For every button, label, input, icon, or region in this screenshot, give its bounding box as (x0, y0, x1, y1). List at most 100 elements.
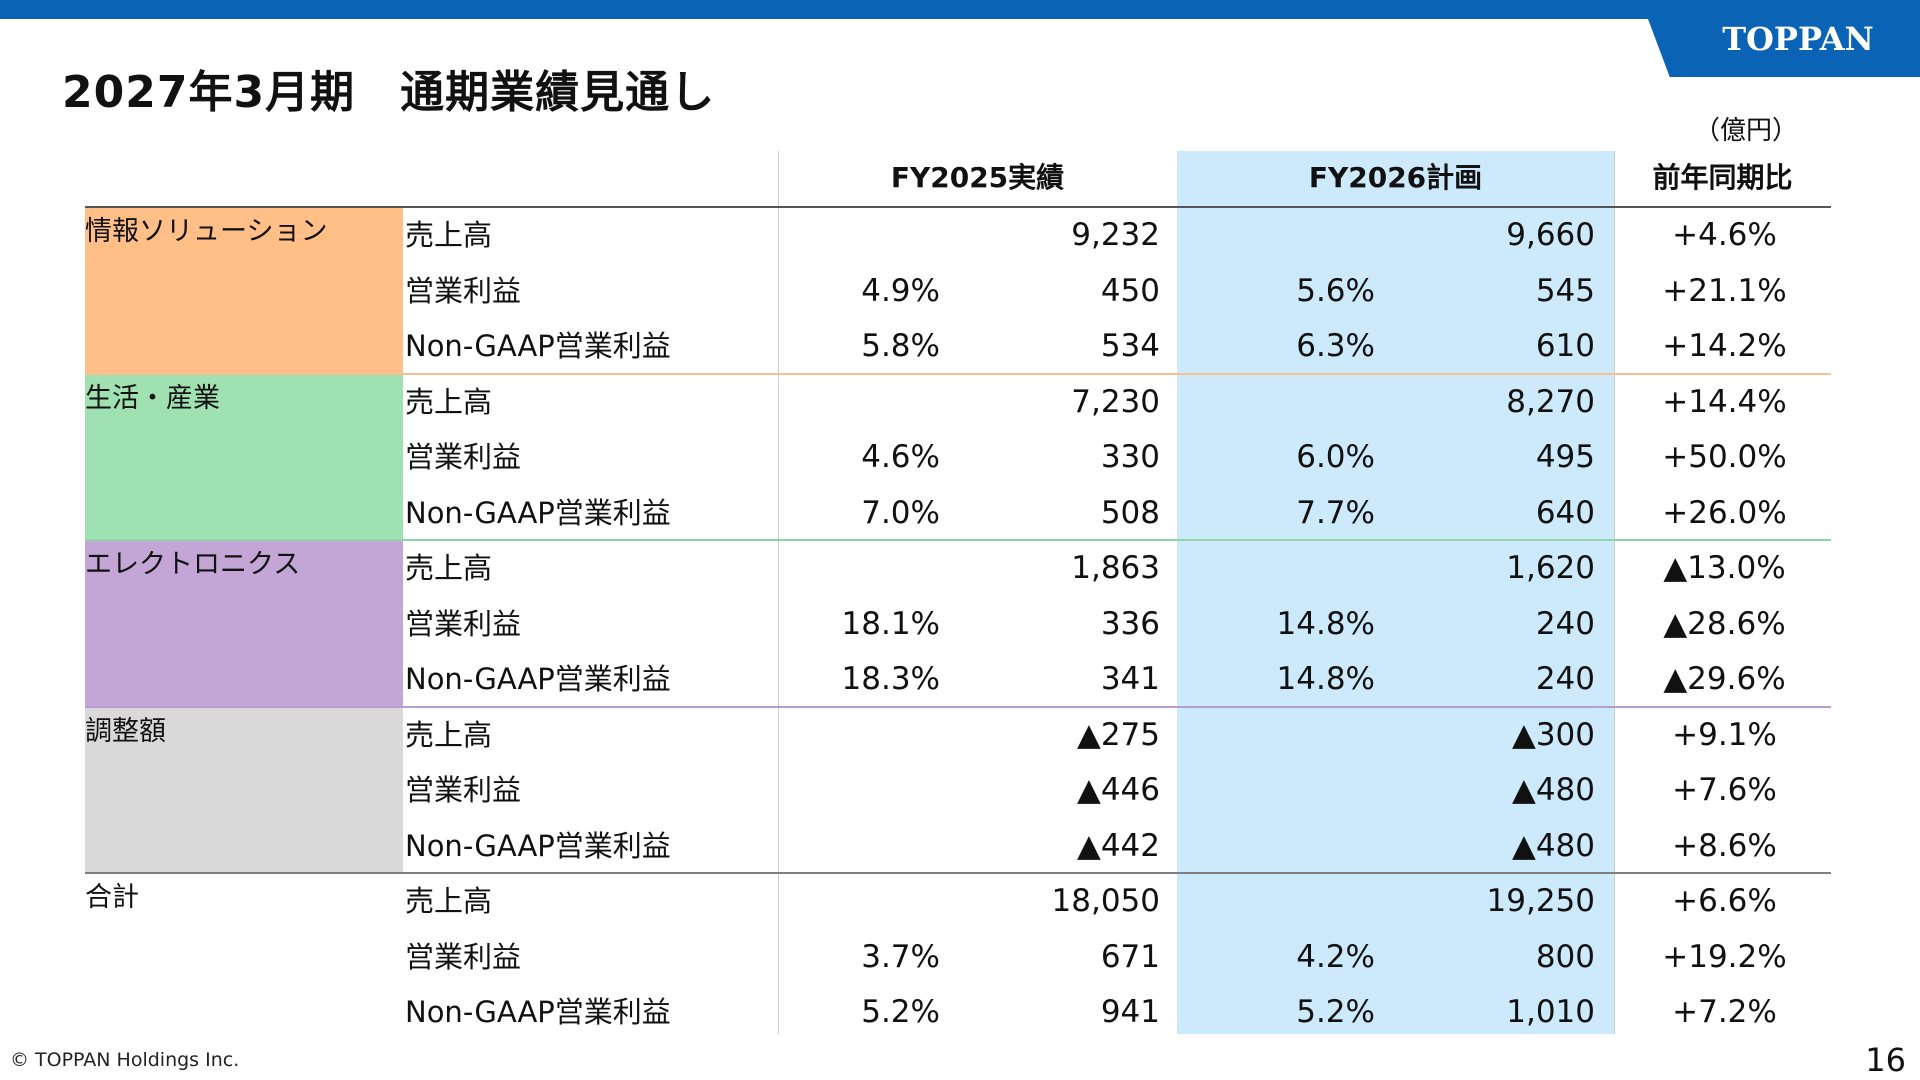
metric-label: 営業利益 (405, 273, 522, 308)
yoy-value: ▲13.0% (1663, 550, 1786, 586)
logo-tab (1648, 19, 1920, 77)
metric-label: Non-GAAP営業利益 (405, 828, 671, 863)
segment-divider (85, 872, 1831, 874)
segment-name: 情報ソリューション (85, 216, 328, 247)
segment-color-block (85, 707, 403, 872)
fy2025-value: 534 (1100, 328, 1160, 364)
fy2026-value: 1,620 (1506, 550, 1595, 586)
fy2026-value: ▲480 (1511, 827, 1595, 864)
fy2026-value: 8,270 (1506, 383, 1595, 420)
header-fy2025: FY2025実績 (890, 161, 1065, 194)
fy2026-value: 240 (1535, 661, 1595, 697)
segment-divider (85, 705, 1831, 708)
copyright: © TOPPAN Holdings Inc. (10, 1049, 240, 1071)
metric-label: Non-GAAP営業利益 (405, 995, 671, 1029)
fy2026-margin: 14.8% (1276, 605, 1375, 642)
segment-name: 生活・産業 (85, 382, 220, 414)
metric-label: 営業利益 (405, 939, 522, 974)
fy2025-value: 450 (1100, 272, 1160, 309)
fy2026-margin: 14.8% (1276, 661, 1375, 697)
yoy-value: +19.2% (1662, 938, 1787, 975)
metric-label: 売上高 (405, 717, 493, 752)
metric-label: 営業利益 (405, 440, 522, 474)
yoy-value: +14.2% (1662, 328, 1787, 364)
fy2026-value: ▲480 (1511, 772, 1595, 808)
yoy-value: +7.2% (1672, 994, 1777, 1030)
top-accent-bar (0, 0, 1920, 19)
header-fy2026: FY2026計画 (1308, 161, 1483, 194)
fy2025-value: 9,232 (1071, 217, 1160, 253)
metric-label: 営業利益 (405, 773, 522, 807)
header-yoy: 前年同期比 (1652, 161, 1793, 194)
yoy-value: +6.6% (1672, 883, 1777, 919)
segment-divider (85, 206, 1831, 208)
fy2025-value: 336 (1100, 605, 1160, 642)
fy2026-margin: 6.3% (1296, 328, 1375, 364)
fy2026-value: 1,010 (1506, 994, 1595, 1030)
fy2025-value: 7,230 (1071, 383, 1160, 420)
fy2026-value: 800 (1535, 938, 1595, 975)
fy2026-margin: 5.6% (1296, 272, 1375, 309)
fy2025-value: 18,050 (1051, 883, 1160, 919)
yoy-value: +14.4% (1662, 383, 1787, 420)
segment-color-block (85, 874, 403, 1039)
page-number: 16 (1865, 1041, 1906, 1079)
fy2025-value: 941 (1100, 994, 1160, 1030)
fy2026-value: 495 (1535, 439, 1595, 475)
fy2025-margin: 4.9% (861, 272, 940, 309)
fy2026-value: 9,660 (1506, 217, 1595, 253)
metric-label: 売上高 (405, 384, 493, 419)
fy2025-value: ▲275 (1076, 716, 1160, 753)
column-divider (778, 151, 779, 1034)
yoy-value: +7.6% (1672, 772, 1777, 808)
yoy-value: ▲28.6% (1663, 605, 1786, 642)
fy2026-value: 545 (1535, 272, 1595, 309)
fy2026-value: 610 (1535, 328, 1595, 364)
metric-label: 売上高 (405, 218, 493, 252)
metric-label: 売上高 (405, 551, 493, 585)
segment-name: 合計 (85, 882, 139, 913)
metric-label: 営業利益 (405, 606, 522, 641)
fy2025-value: 1,863 (1071, 550, 1160, 586)
column-divider (1614, 151, 1615, 1034)
segment-divider (85, 372, 1831, 375)
yoy-value: +8.6% (1672, 827, 1777, 864)
fy2025-margin: 18.3% (841, 661, 940, 697)
metric-label: 売上高 (405, 884, 493, 918)
fy2025-value: 341 (1100, 661, 1160, 697)
fy2026-value: ▲300 (1511, 716, 1595, 753)
yoy-value: +50.0% (1662, 439, 1787, 475)
fy2026-value: 640 (1535, 494, 1595, 531)
unit-label: （億円） (1694, 116, 1799, 146)
fy2025-margin: 3.7% (861, 938, 940, 975)
fy2025-value: 508 (1100, 494, 1160, 531)
fy2026-value: 240 (1535, 605, 1595, 642)
yoy-value: ▲29.6% (1663, 661, 1786, 697)
fy2026-margin: 7.7% (1296, 494, 1375, 531)
fy2025-value: 671 (1100, 938, 1160, 975)
fy2026-margin: 5.2% (1296, 994, 1375, 1030)
fy2025-margin: 5.8% (861, 328, 940, 364)
yoy-value: +4.6% (1672, 217, 1777, 253)
fy2025-margin: 7.0% (861, 494, 940, 531)
fy2025-value: ▲442 (1076, 827, 1160, 864)
fy2025-value: ▲446 (1076, 772, 1160, 808)
segment-color-block (85, 541, 403, 706)
segment-color-block (85, 208, 403, 373)
segment-name: 調整額 (85, 715, 166, 747)
fy2026-value: 19,250 (1486, 883, 1595, 919)
metric-label: Non-GAAP営業利益 (405, 329, 671, 363)
fy2026-margin: 4.2% (1296, 938, 1375, 975)
fy2025-value: 330 (1100, 439, 1160, 475)
toppan-logo: TOPPAN (1722, 20, 1874, 58)
metric-label: Non-GAAP営業利益 (405, 662, 671, 696)
segment-divider (85, 539, 1831, 541)
page-title: 2027年3月期 通期業績見通し (62, 67, 716, 118)
segment-name: エレクトロニクス (85, 549, 301, 580)
fy2025-margin: 18.1% (841, 605, 940, 642)
metric-label: Non-GAAP営業利益 (405, 495, 671, 530)
segment-color-block (85, 374, 403, 539)
fy2026-column-highlight (1177, 151, 1614, 1034)
yoy-value: +9.1% (1672, 716, 1777, 753)
fy2025-margin: 5.2% (861, 994, 940, 1030)
